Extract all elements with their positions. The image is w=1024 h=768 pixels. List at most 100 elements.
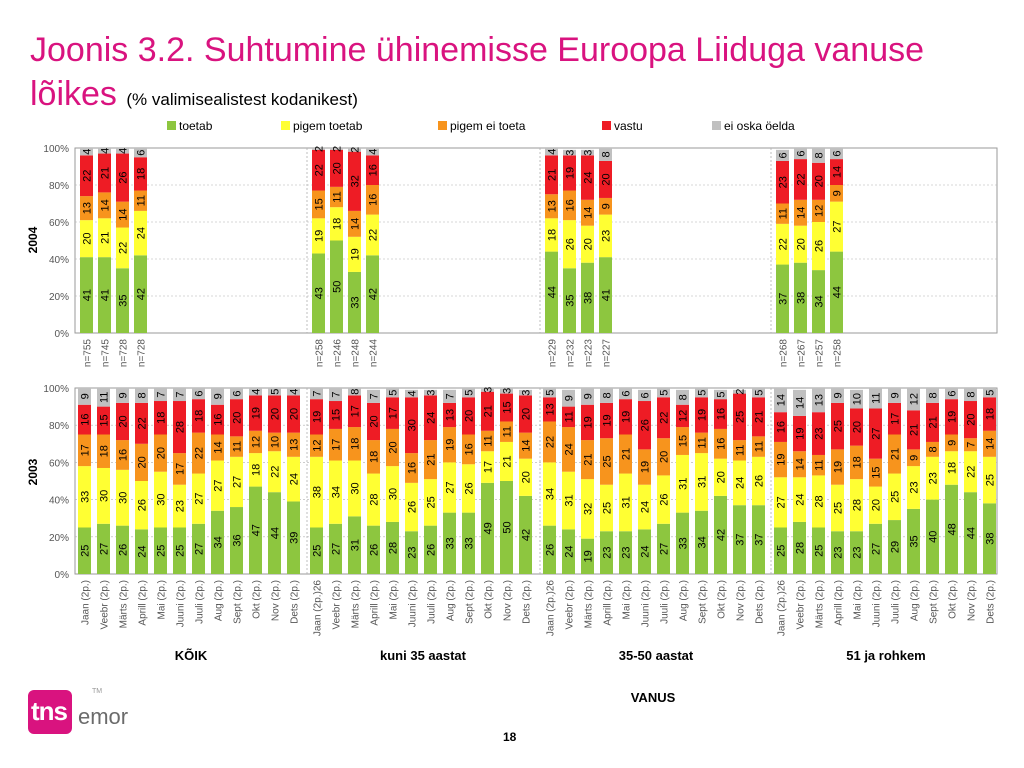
y-tick-label: 20% bbox=[49, 292, 69, 303]
bar-segment bbox=[97, 523, 110, 574]
data-label: 6 bbox=[136, 150, 148, 156]
bar-segment bbox=[600, 484, 613, 532]
x-tick-label: Jaan (2p.)26 bbox=[313, 580, 324, 637]
logo-tns-text: tns bbox=[31, 696, 68, 726]
bar-segment bbox=[348, 516, 361, 574]
data-label: 15 bbox=[871, 467, 883, 479]
x-tick-label: n=232 bbox=[566, 339, 577, 368]
data-label: 34 bbox=[213, 536, 225, 548]
data-label: 35 bbox=[118, 295, 130, 307]
bar-segment bbox=[752, 388, 765, 398]
data-label: 9 bbox=[890, 392, 902, 398]
bar-segment bbox=[367, 473, 380, 526]
bar-segment bbox=[733, 505, 746, 574]
x-tick-label: Juuni (2p.) bbox=[176, 580, 187, 627]
bar-segment bbox=[348, 271, 361, 333]
bar-segment bbox=[752, 456, 765, 506]
data-label: 8 bbox=[350, 389, 362, 395]
data-label: 16 bbox=[776, 421, 788, 433]
bar-segment bbox=[983, 430, 996, 457]
bar-segment bbox=[945, 451, 958, 485]
bar-segment bbox=[500, 441, 513, 481]
bar-segment bbox=[462, 388, 475, 398]
bar-segment bbox=[581, 479, 594, 539]
data-label: 6 bbox=[232, 391, 244, 397]
data-label: 3 bbox=[502, 388, 514, 394]
bar-segment bbox=[443, 462, 456, 513]
data-label: 11 bbox=[332, 191, 344, 202]
bar-segment bbox=[443, 427, 456, 463]
bar-segment bbox=[888, 388, 901, 403]
y-tick-label: 100% bbox=[43, 144, 69, 155]
data-label: 4 bbox=[100, 148, 112, 154]
x-tick-label: Aug (2p.) bbox=[446, 580, 457, 621]
bar-segment bbox=[312, 253, 325, 333]
bar-segment bbox=[366, 214, 379, 256]
bar-segment bbox=[964, 388, 977, 402]
data-label: 38 bbox=[796, 292, 808, 304]
bar-segment bbox=[386, 466, 399, 522]
data-label: 14 bbox=[118, 208, 130, 220]
bar-segment bbox=[543, 388, 556, 398]
bar-segment bbox=[714, 399, 727, 429]
bar-segment bbox=[926, 388, 939, 403]
bar-segment bbox=[812, 412, 825, 455]
bar-segment bbox=[676, 389, 689, 405]
data-label: 23 bbox=[601, 230, 613, 242]
data-label: 20 bbox=[232, 412, 244, 424]
data-label: 23 bbox=[833, 546, 845, 558]
logo-tm-text: TM bbox=[92, 688, 103, 695]
data-label: 21 bbox=[547, 169, 559, 181]
data-label: 24 bbox=[735, 477, 747, 489]
data-label: 21 bbox=[502, 455, 514, 467]
y-tick-label: 40% bbox=[49, 496, 69, 507]
data-label: 25 bbox=[833, 420, 845, 432]
bar-segment bbox=[405, 482, 418, 532]
bar-segment bbox=[907, 449, 920, 467]
bar-segment bbox=[638, 401, 651, 450]
data-label: 22 bbox=[778, 238, 790, 250]
bar-segment bbox=[776, 264, 789, 333]
bar-segment bbox=[424, 525, 437, 574]
bar-segment bbox=[945, 388, 958, 400]
data-label: 11 bbox=[136, 195, 148, 206]
bar-segment bbox=[500, 388, 513, 394]
bar-segment bbox=[812, 527, 825, 574]
bar-segment bbox=[116, 469, 129, 526]
bar-segment bbox=[78, 404, 91, 435]
x-tick-label: n=728 bbox=[137, 339, 148, 368]
bar-segment bbox=[135, 402, 148, 444]
data-label: 3 bbox=[583, 150, 595, 156]
legend-swatch bbox=[167, 121, 176, 130]
data-label: 28 bbox=[369, 493, 381, 505]
bar-segment bbox=[192, 432, 205, 474]
bar-segment bbox=[581, 262, 594, 333]
data-label: 23 bbox=[852, 546, 864, 558]
bar-segment bbox=[116, 440, 129, 470]
data-label: 7 bbox=[369, 393, 381, 399]
bar-segment bbox=[562, 471, 575, 530]
bar-segment bbox=[774, 527, 787, 574]
x-tick-label: Mai (2p.) bbox=[157, 580, 168, 619]
bar-segment bbox=[714, 428, 727, 459]
data-label: 20 bbox=[369, 415, 381, 427]
bar-segment bbox=[80, 257, 93, 333]
bar-segment bbox=[230, 456, 243, 508]
data-label: 10 bbox=[270, 436, 282, 448]
data-label: 18 bbox=[156, 412, 168, 424]
bar-segment bbox=[657, 438, 670, 476]
bar-segment bbox=[964, 401, 977, 439]
data-label: 14 bbox=[796, 207, 808, 219]
data-label: 40 bbox=[928, 531, 940, 543]
x-tick-label: Veebr (2p.) bbox=[332, 580, 343, 629]
group-label: 35-50 aastat bbox=[619, 648, 694, 663]
data-label: 5 bbox=[985, 390, 997, 396]
bar-segment bbox=[116, 153, 129, 202]
data-label: 31 bbox=[697, 476, 709, 488]
legend-swatch bbox=[602, 121, 611, 130]
data-label: 4 bbox=[289, 389, 301, 395]
data-label: 12 bbox=[909, 393, 921, 405]
bar-segment bbox=[599, 214, 612, 258]
bar-segment bbox=[519, 389, 532, 396]
bar-segment bbox=[97, 388, 110, 407]
